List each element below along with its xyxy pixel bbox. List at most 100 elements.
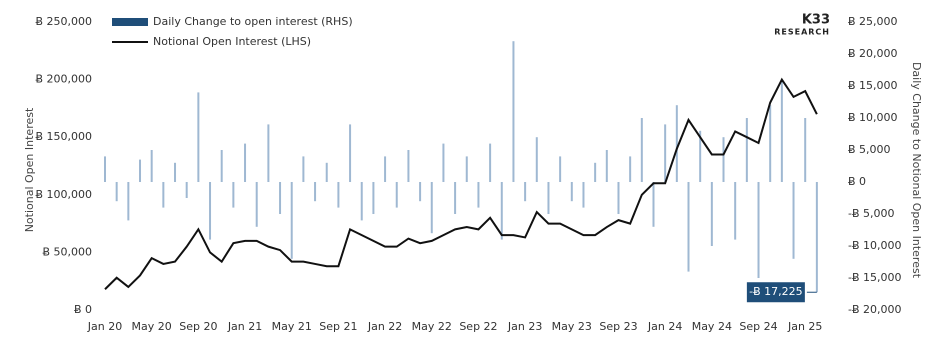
- bar: [104, 156, 106, 182]
- bar: [185, 182, 188, 198]
- bar: [652, 182, 655, 227]
- bar: [127, 182, 130, 221]
- bar: [710, 182, 713, 246]
- y-tick-label: Ƀ 50,000: [42, 245, 92, 258]
- x-tick-label: Sep 20: [179, 320, 217, 333]
- bar: [605, 150, 608, 182]
- bar: [792, 182, 795, 259]
- bar: [559, 156, 562, 182]
- bar: [500, 182, 503, 240]
- bar: [139, 159, 142, 182]
- bar: [629, 156, 632, 182]
- bar: [442, 143, 445, 182]
- legend-label: Daily Change to open interest (RHS): [153, 15, 353, 28]
- bar: [360, 182, 363, 221]
- logo-brand: K33: [802, 13, 830, 28]
- bar: [722, 137, 725, 182]
- bar: [675, 105, 678, 182]
- y-tick-label: Ƀ 0: [74, 303, 92, 316]
- y2-tick-label: -Ƀ 20,000: [848, 303, 902, 316]
- bar: [267, 124, 270, 182]
- x-tick-label: Jan 23: [507, 320, 542, 333]
- x-tick-label: Jan 21: [227, 320, 262, 333]
- bar: [780, 79, 783, 182]
- y-axis-title: Notional Open Interest: [23, 107, 36, 232]
- bar: [547, 182, 550, 214]
- bar: [804, 118, 807, 182]
- bar: [699, 130, 702, 182]
- bar: [197, 92, 200, 182]
- bar: [582, 182, 585, 208]
- bar: [489, 143, 492, 182]
- x-tick-label: Sep 23: [599, 320, 637, 333]
- x-tick-label: May 21: [272, 320, 312, 333]
- bar: [407, 150, 410, 182]
- bar: [640, 118, 643, 182]
- bar: [465, 156, 468, 182]
- legend-swatch: [112, 18, 148, 26]
- x-tick-label: May 20: [132, 320, 172, 333]
- bar: [349, 124, 352, 182]
- bar: [115, 182, 118, 202]
- x-tick-label: May 23: [552, 320, 592, 333]
- bar: [757, 182, 760, 278]
- bar: [209, 182, 212, 240]
- x-tick-label: Jan 20: [87, 320, 122, 333]
- bar: [419, 182, 422, 202]
- y2-tick-label: Ƀ 5,000: [848, 143, 891, 156]
- y2-tick-label: -Ƀ 15,000: [848, 271, 902, 284]
- bar: [430, 182, 433, 234]
- bar: [232, 182, 235, 208]
- bar: [734, 182, 737, 240]
- bar: [325, 162, 328, 182]
- bar: [384, 156, 387, 182]
- bar: [570, 182, 573, 202]
- x-tick-label: May 22: [412, 320, 452, 333]
- bar: [302, 156, 305, 182]
- x-tick-label: Jan 25: [787, 320, 822, 333]
- bar: [477, 182, 480, 208]
- bar: [162, 182, 165, 208]
- bar: [535, 137, 538, 182]
- y2-tick-label: Ƀ 20,000: [848, 47, 898, 60]
- x-tick-label: Sep 22: [459, 320, 497, 333]
- logo-sub: RESEARCH: [774, 28, 830, 37]
- legend-label: Notional Open Interest (LHS): [153, 35, 311, 48]
- y2-tick-label: Ƀ 10,000: [848, 111, 898, 124]
- bar: [395, 182, 398, 208]
- bar: [454, 182, 457, 214]
- y2-tick-label: Ƀ 25,000: [848, 15, 898, 28]
- y-tick-label: Ƀ 200,000: [35, 73, 92, 86]
- bar: [337, 182, 340, 208]
- bar: [314, 182, 317, 202]
- bar: [174, 162, 177, 182]
- bar: [524, 182, 527, 202]
- label-box: [746, 282, 805, 303]
- y2-tick-label: Ƀ 0: [848, 175, 866, 188]
- bar: [512, 41, 515, 183]
- bar: [687, 182, 690, 272]
- bar: [255, 182, 258, 227]
- x-tick-label: Sep 21: [319, 320, 357, 333]
- bar: [594, 162, 597, 182]
- y-tick-label: Ƀ 250,000: [35, 15, 92, 28]
- bar: [244, 143, 247, 182]
- y-tick-label: Ƀ 100,000: [35, 188, 92, 201]
- bar: [279, 182, 282, 214]
- x-tick-label: Sep 24: [739, 320, 777, 333]
- bar: [150, 150, 153, 182]
- x-tick-label: Jan 24: [647, 320, 682, 333]
- bar: [815, 182, 818, 293]
- y2-axis-title: Daily Change to Notional Open Interest: [910, 62, 923, 279]
- x-tick-label: Jan 22: [367, 320, 402, 333]
- bar: [290, 182, 293, 259]
- x-tick-label: May 24: [692, 320, 732, 333]
- y2-tick-label: -Ƀ 10,000: [848, 239, 902, 252]
- bar: [372, 182, 375, 214]
- y2-tick-label: Ƀ 15,000: [848, 79, 898, 92]
- y2-tick-label: -Ƀ 5,000: [848, 207, 895, 220]
- bar: [745, 118, 748, 182]
- line: [104, 77, 818, 290]
- bar: [664, 124, 667, 182]
